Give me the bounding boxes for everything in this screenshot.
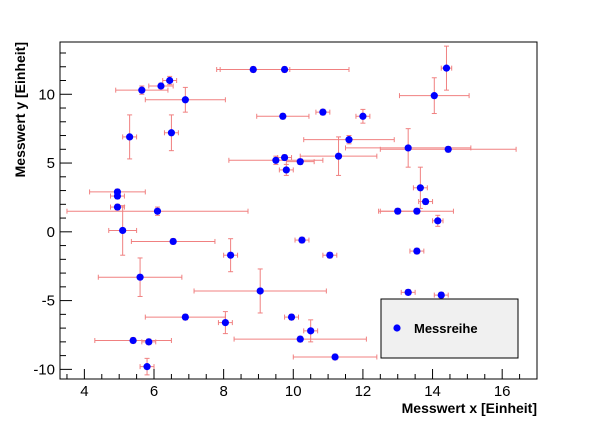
data-point bbox=[113, 192, 122, 200]
data-point bbox=[416, 184, 424, 192]
y-tick-label: -5 bbox=[42, 293, 55, 310]
data-point bbox=[421, 197, 430, 206]
legend: Messreihe bbox=[380, 298, 519, 359]
data-point bbox=[119, 226, 127, 235]
legend-box bbox=[380, 298, 519, 359]
data-point bbox=[404, 288, 412, 296]
legend-marker bbox=[393, 324, 401, 332]
y-tick-label: 10 bbox=[38, 86, 55, 103]
data-point bbox=[334, 152, 343, 160]
data-point bbox=[444, 145, 452, 153]
data-point bbox=[296, 335, 304, 343]
x-tick-label: 12 bbox=[355, 383, 372, 400]
data-point bbox=[326, 251, 334, 259]
x-axis: 4 6 8 10 12 14 16 bbox=[66, 369, 538, 400]
data-point bbox=[307, 327, 315, 335]
data-point bbox=[145, 338, 153, 346]
data-point bbox=[359, 112, 367, 120]
data-point bbox=[404, 144, 412, 152]
data-point bbox=[126, 133, 134, 141]
data-point bbox=[345, 136, 353, 144]
y-axis-title: Messwert y [Einheit] bbox=[12, 42, 28, 177]
data-point bbox=[394, 207, 402, 215]
y-axis: -10 -5 0 5 10 bbox=[33, 52, 72, 378]
data-point bbox=[279, 112, 287, 120]
data-point bbox=[298, 236, 306, 244]
data-point bbox=[442, 64, 451, 72]
data-point bbox=[331, 353, 339, 361]
data-point bbox=[249, 65, 257, 74]
data-point bbox=[434, 217, 442, 225]
data-point bbox=[169, 237, 177, 246]
data-point bbox=[413, 207, 421, 215]
data-point bbox=[413, 247, 421, 255]
data-point bbox=[166, 76, 174, 85]
x-tick-label: 14 bbox=[424, 383, 441, 400]
data-point bbox=[143, 363, 151, 371]
x-tick-label: 4 bbox=[80, 383, 88, 400]
data-point bbox=[129, 336, 137, 345]
x-tick-label: 8 bbox=[219, 383, 227, 400]
data-point bbox=[256, 287, 264, 295]
y-tick-label: 0 bbox=[47, 224, 55, 241]
x-tick-label: 6 bbox=[150, 383, 158, 400]
data-point bbox=[113, 203, 122, 211]
x-axis-title: Messwert x [Einheit] bbox=[402, 400, 537, 416]
data-point bbox=[181, 313, 189, 321]
data-point bbox=[136, 273, 144, 281]
data-point bbox=[280, 153, 289, 162]
data-point bbox=[153, 207, 162, 215]
x-tick-label: 10 bbox=[285, 383, 302, 400]
data-point bbox=[437, 291, 445, 299]
x-tick-label: 16 bbox=[494, 383, 511, 400]
data-point bbox=[282, 166, 290, 174]
y-tick-label: -10 bbox=[33, 361, 55, 378]
data-point bbox=[296, 158, 304, 166]
y-tick-label: 5 bbox=[47, 155, 55, 172]
data-points bbox=[113, 64, 452, 371]
error-bar bbox=[217, 311, 233, 335]
data-point bbox=[319, 108, 327, 116]
plot-frame bbox=[59, 41, 538, 380]
data-point bbox=[227, 251, 235, 259]
data-point bbox=[287, 313, 296, 321]
data-point bbox=[430, 92, 438, 100]
legend-entry-label: Messreihe bbox=[414, 321, 478, 336]
data-point bbox=[157, 82, 165, 90]
data-point bbox=[167, 129, 176, 137]
data-point bbox=[138, 86, 146, 94]
data-point bbox=[280, 65, 289, 74]
data-point bbox=[181, 96, 189, 104]
data-point bbox=[221, 319, 229, 327]
data-point bbox=[272, 156, 280, 164]
